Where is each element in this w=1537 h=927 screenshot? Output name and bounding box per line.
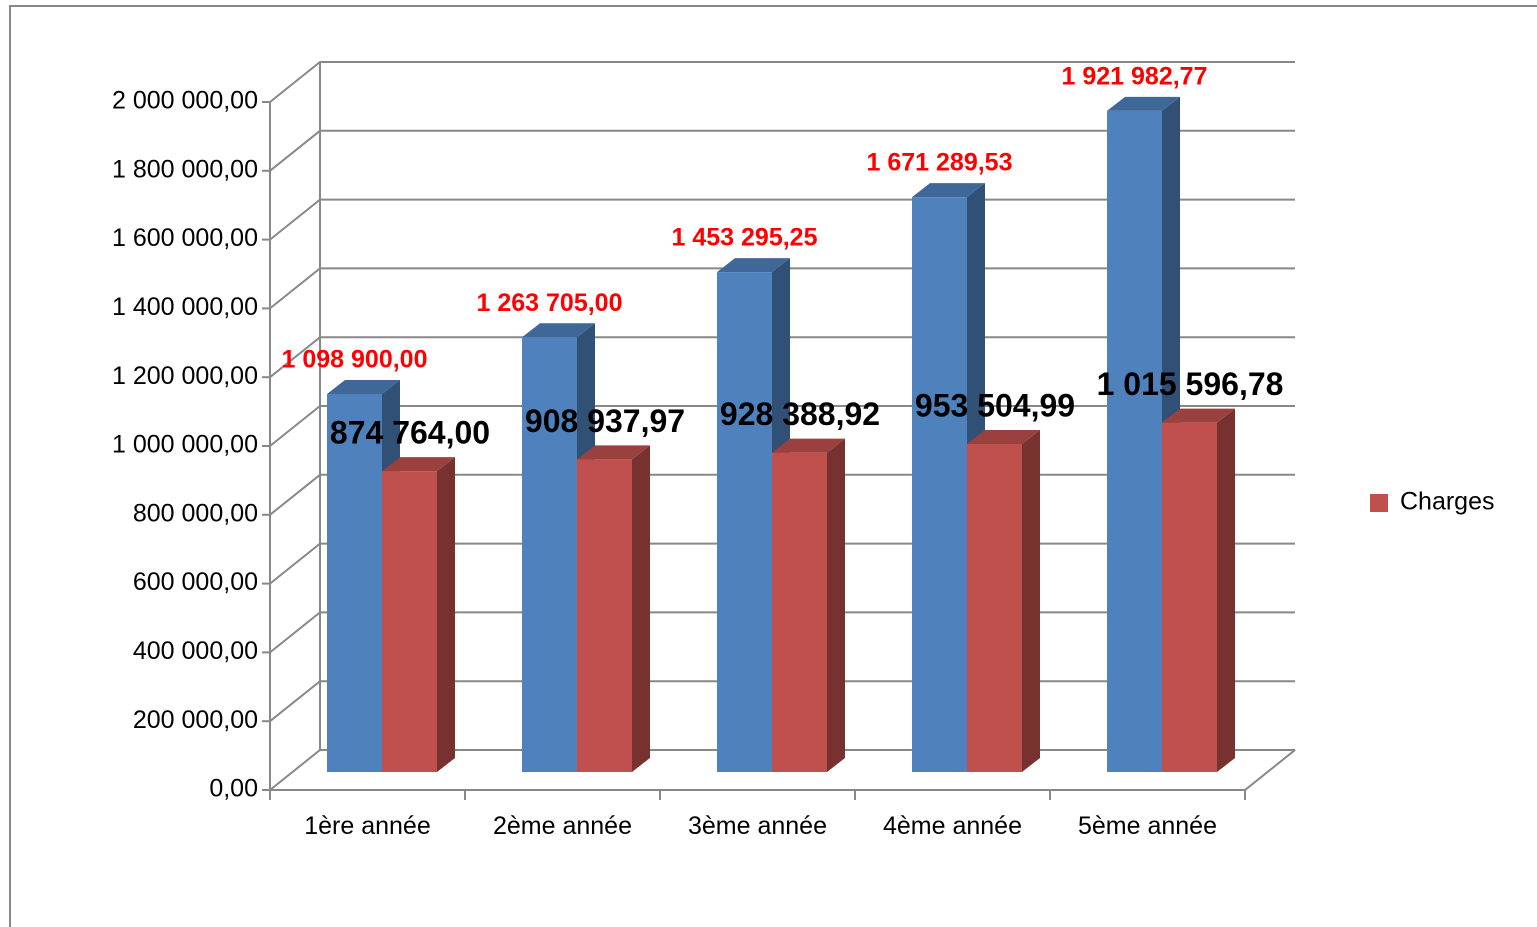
bar-face xyxy=(382,471,437,772)
bar xyxy=(772,438,845,772)
bar-face xyxy=(772,452,827,772)
bar-face xyxy=(522,337,577,772)
y-tick-label: 1 800 000,00 xyxy=(112,155,258,183)
bar-face xyxy=(717,272,772,772)
bar xyxy=(967,429,1040,772)
y-tick-label: 1 000 000,00 xyxy=(112,431,258,459)
legend-label: Charges xyxy=(1400,488,1495,516)
y-tick-label: 200 000,00 xyxy=(133,706,258,734)
bar-face xyxy=(327,393,382,772)
x-tick-label: 5ème année xyxy=(1077,812,1217,840)
bar xyxy=(577,445,650,772)
data-label: 874 764,00 xyxy=(330,415,490,451)
grid-line xyxy=(269,129,1295,172)
data-label: 1 671 289,53 xyxy=(867,149,1013,177)
bar-face xyxy=(577,445,650,460)
data-label: 1 015 596,78 xyxy=(1097,366,1284,402)
data-label: 928 388,92 xyxy=(720,396,880,432)
x-tick-label: 2ème année xyxy=(492,812,632,840)
data-label: 1 921 982,77 xyxy=(1062,62,1208,90)
y-tick-label: 0,00 xyxy=(209,775,258,803)
bar-face xyxy=(1162,408,1235,423)
bar xyxy=(382,457,455,772)
bar-face xyxy=(827,438,845,772)
y-tick-label: 600 000,00 xyxy=(133,568,258,596)
bar-face xyxy=(967,429,1040,444)
data-label: 1 453 295,25 xyxy=(672,224,818,252)
bar xyxy=(1162,408,1235,772)
bar-face xyxy=(912,197,967,772)
grid-line xyxy=(269,61,1295,103)
data-label: 1 098 900,00 xyxy=(282,346,428,374)
bar-face xyxy=(522,323,595,338)
bar-face xyxy=(1022,429,1040,772)
y-tick-label: 2 000 000,00 xyxy=(112,87,258,115)
bar-face xyxy=(1107,96,1180,111)
bar-face xyxy=(1107,110,1162,772)
y-tick-label: 1 600 000,00 xyxy=(112,224,258,252)
bar-face xyxy=(967,443,1022,772)
bar-face xyxy=(912,183,985,198)
bar-face xyxy=(1217,408,1235,772)
legend-swatch xyxy=(1370,494,1388,512)
y-tick-label: 1 200 000,00 xyxy=(112,362,258,390)
y-tick-label: 1 400 000,00 xyxy=(112,293,258,321)
bar-face xyxy=(717,258,790,273)
y-tick-label: 400 000,00 xyxy=(133,637,258,665)
bar-face xyxy=(772,438,845,453)
data-label: 908 937,97 xyxy=(525,403,685,439)
chart-border xyxy=(9,5,1537,927)
x-tick-label: 1ère année xyxy=(304,812,431,840)
x-tick-label: 4ème année xyxy=(882,812,1022,840)
bar-face xyxy=(632,445,650,772)
bar-face xyxy=(327,379,400,394)
bar-face xyxy=(1162,422,1217,772)
bar-face xyxy=(382,457,455,472)
data-label: 953 504,99 xyxy=(915,387,1075,423)
x-tick-label: 3ème année xyxy=(687,812,827,840)
bar-face xyxy=(437,457,455,772)
data-label: 1 263 705,00 xyxy=(477,289,623,317)
bar-face xyxy=(577,459,632,772)
y-tick-label: 800 000,00 xyxy=(133,499,258,527)
